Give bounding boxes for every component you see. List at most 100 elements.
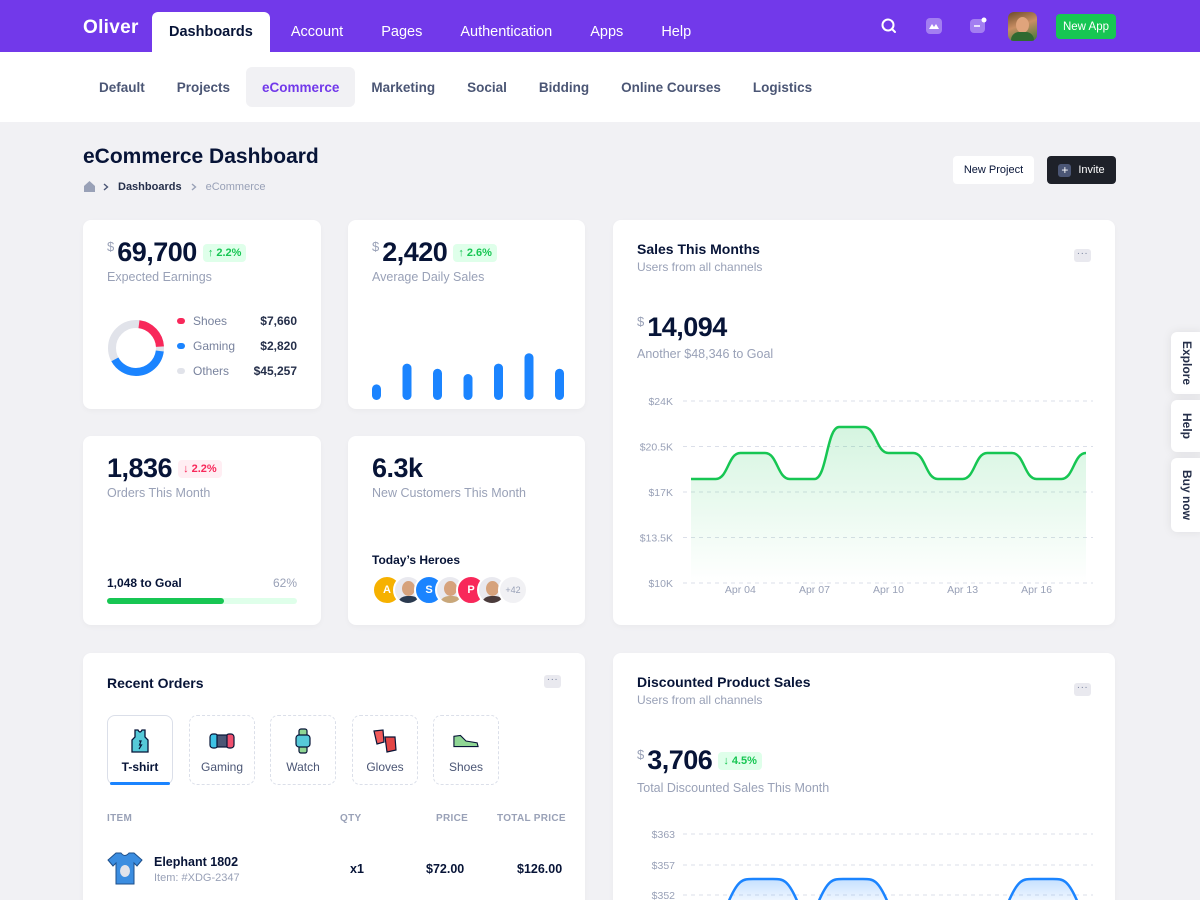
discounted-subtitle: Users from all channels [637,693,763,707]
customers-value: 6.3k [372,453,423,483]
sales-this-month-card: Sales This Months Users from all channel… [613,220,1115,625]
avatar-body [481,596,505,603]
discounted-area-fill [1009,879,1077,900]
tshirt-icon [127,728,153,754]
nav-account[interactable]: Account [290,24,344,40]
orders-this-month-card: 1,836 ↓ 2.2% Orders This Month 1,048 to G… [83,436,321,625]
legend-dot [177,368,185,374]
chat-icon[interactable] [966,14,990,38]
subnav-logistics[interactable]: Logistics [752,79,813,95]
goal-label: 1,048 to Goal [107,576,182,590]
arrow-up-icon: ↑ [458,247,464,259]
table-row[interactable]: Elephant 1802 Item: #XDG-2347 x1 $72.00 … [83,843,585,893]
goal-percent: 62% [272,576,297,590]
subnav-projects[interactable]: Projects [176,79,231,95]
sales-card-title: Sales This Months [637,241,760,257]
avatar-body [439,596,463,603]
sales-area-fill [691,427,1086,583]
help-tab[interactable]: Help [1171,400,1200,452]
user-avatar[interactable] [1008,12,1037,41]
column-header-item[interactable]: ITEM [107,813,133,824]
x-tick-label: Apr 13 [947,584,978,596]
new-project-button[interactable]: New Project [953,156,1034,184]
column-header-qty[interactable]: QTY [340,813,362,824]
y-tick-label: $10K [648,578,673,590]
daily-sales-bar [524,353,534,400]
subnav-bidding[interactable]: Bidding [538,79,590,95]
explore-tab[interactable]: Explore [1171,332,1200,394]
discounted-change-badge: ↓ 4.5% [718,752,762,770]
earnings-label: Expected Earnings [107,270,212,284]
home-icon[interactable] [83,180,96,193]
discounted-title: Discounted Product Sales [637,674,811,690]
legend-dot [177,343,185,349]
subnav-default[interactable]: Default [99,79,145,95]
earnings-donut-chart [108,320,164,376]
breadcrumb-dashboards[interactable]: Dashboards [118,180,182,193]
sales-goal-text: Another $48,346 to Goal [637,347,774,361]
x-tick-label: Apr 07 [799,584,830,596]
nav-pages[interactable]: Pages [381,24,423,40]
more-options-icon[interactable]: ··· [1074,249,1091,262]
subnav-ecommerce[interactable]: eCommerce [246,67,356,107]
page-title: eCommerce Dashboard [83,145,319,168]
arrow-down-icon: ↓ [723,755,729,767]
recent-orders-title: Recent Orders [107,675,204,691]
y-tick-label: $24K [648,396,673,408]
app-logo[interactable]: Oliver [83,17,139,38]
notification-icon[interactable] [922,14,946,38]
gloves-icon [372,728,398,754]
category-tab-gaming[interactable]: Gaming [189,715,255,785]
subnav-social[interactable]: Social [467,79,507,95]
new-app-button[interactable]: New App [1056,14,1116,39]
product-name[interactable]: Elephant 1802 [154,855,239,869]
plus-icon: + [1058,163,1072,177]
chevron-right-icon [191,182,197,191]
y-tick-label: $357 [652,860,676,872]
column-header-price[interactable]: PRICE [436,813,469,824]
y-tick-label: $363 [652,829,676,841]
more-heroes-count[interactable]: +42 [498,575,528,605]
legend-shoes: Shoes $7,660 [177,314,297,328]
daily-sales-bar-chart [372,353,564,400]
discounted-line [727,877,799,900]
category-tab-gloves[interactable]: Gloves [352,715,418,785]
new-customers-card: 6.3k New Customers This Month Today’s He… [348,436,585,625]
search-icon[interactable] [877,14,901,38]
expected-earnings-card: $ 69,700 ↑ 2.2% Expected Earnings Shoes $7… [83,220,321,409]
more-options-icon[interactable]: ··· [544,675,561,688]
recent-orders-card: Recent Orders ··· T-shirt Gaming Watch G… [83,653,585,900]
invite-button[interactable]: + Invite [1047,156,1116,184]
nav-authentication[interactable]: Authentication [460,24,553,40]
daily-sales-bar [555,368,564,400]
nav-help[interactable]: Help [661,24,692,40]
avatar-body [397,596,421,603]
daily-sales-bar [463,374,473,400]
column-header-total-price[interactable]: TOTAL PRICE [497,813,566,824]
sales-month-value: 14,094 [647,312,727,342]
product-sku: Item: #XDG-2347 [154,872,240,884]
arrow-down-icon: ↓ [183,463,189,475]
discounted-area-fill [819,879,887,900]
nav-dashboards[interactable]: Dashboards [152,12,270,52]
arrow-up-icon: ↑ [207,247,214,259]
orders-label: Orders This Month [107,486,211,500]
discounted-area-chart: $363 $357 $352 [652,829,1093,900]
more-options-icon[interactable]: ··· [1074,683,1091,696]
sales-line [691,425,1087,481]
nav-apps[interactable]: Apps [590,24,624,40]
earnings-value: 69,700 [117,237,197,267]
subnav-online-courses[interactable]: Online Courses [621,79,721,95]
heroes-avatar-group: A S P +42 [372,575,528,605]
orders-change-badge: ↓ 2.2% [178,460,222,478]
buy-now-tab[interactable]: Buy now [1171,458,1200,532]
legend-others: Others $45,257 [177,364,297,378]
category-tab-tshirt[interactable]: T-shirt [107,715,173,785]
category-tab-shoes[interactable]: Shoes [433,715,499,785]
daily-sales-label: Average Daily Sales [372,270,485,284]
y-tick-label: $20.5K [640,442,673,454]
category-tab-watch[interactable]: Watch [270,715,336,785]
daily-sales-bar [372,384,381,400]
orders-value: 1,836 [107,453,173,483]
subnav-marketing[interactable]: Marketing [371,79,436,95]
